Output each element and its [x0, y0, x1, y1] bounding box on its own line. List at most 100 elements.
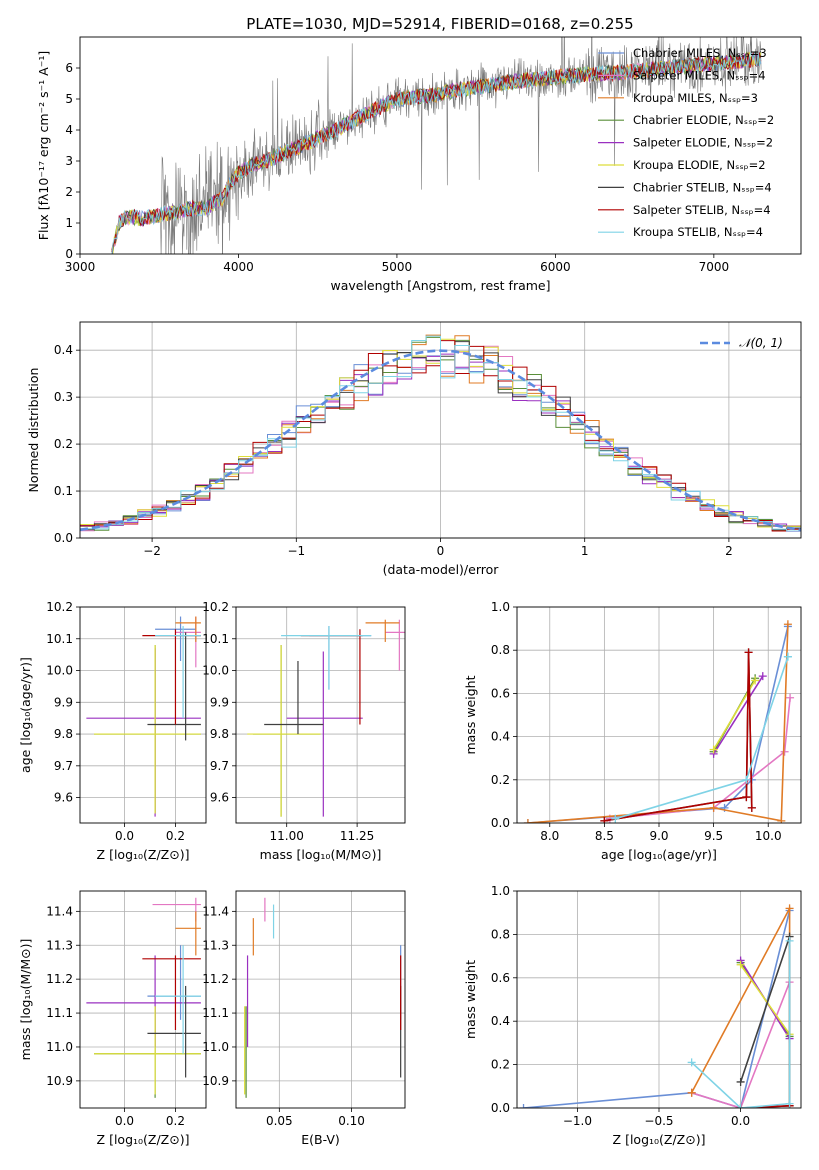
point-kroupa_miles [175, 911, 201, 956]
y-tick-label: 11.3 [46, 938, 73, 952]
weight-marker [736, 1104, 745, 1108]
point-salpeter_stelib [142, 629, 201, 725]
weight-marker [786, 693, 795, 702]
y-tick-label: 10.1 [46, 632, 73, 646]
x-tick-label: 0.05 [266, 1114, 293, 1128]
y-tick-label: 0.1 [54, 484, 73, 498]
x-axis-label: Z [log₁₀(Z/Z⊙)] [613, 1132, 706, 1147]
plot-area-mass_age [247, 619, 405, 817]
panels: 3000 4000 5000 6000 7000 0 1 2 3 4 5 6 wavelength [A… [18, 36, 802, 1147]
y-tick-label: 0 [65, 247, 73, 261]
x-tick-label: 3000 [65, 260, 96, 274]
weight-marker [687, 1088, 696, 1097]
y-tick-label: 9.6 [54, 791, 73, 805]
x-axis-label: (data-model)/error [383, 562, 500, 577]
y-tick-label: 0.2 [491, 1058, 510, 1072]
observed-spectrum-line [111, 37, 762, 254]
y-tick-label: 10.9 [202, 1074, 229, 1088]
y-tick-label: 11.0 [202, 1040, 229, 1054]
x-tick-label: 0.0 [115, 1114, 134, 1128]
weight-marker [744, 648, 753, 657]
y-tick-label: 0.8 [491, 927, 510, 941]
panel-age_weight: 8.0 8.5 9.0 9.5 10.0 0.0 0.2 0.4 0.6 0.8 1.0 age [l… [463, 600, 802, 862]
y-tick-label: 0.0 [491, 816, 510, 830]
x-tick-label: 6000 [540, 260, 571, 274]
weight-marker [600, 816, 609, 823]
y-tick-label: 0.4 [491, 730, 510, 744]
weight-marker [742, 775, 751, 784]
point-salpeter_stelib [142, 955, 201, 1031]
y-tick-label: 10.0 [202, 664, 229, 678]
y-tick-label: 5 [65, 92, 73, 106]
panel-mass_age: 11.00 11.25 9.6 9.7 9.8 9.9 10.0 10.1 10.2 mass [… [202, 600, 406, 862]
axes-frame [235, 890, 406, 1109]
y-tick-label: 11.4 [46, 904, 73, 918]
y-tick-label: 6 [65, 61, 73, 75]
weight-marker [777, 816, 786, 823]
weight-line-kroupa_stelib [691, 940, 791, 1108]
point-kroupa_stelib [155, 626, 201, 719]
spectrum-legend: Chabrier MILES, Nₛₛₚ=3 Salpeter MILES, Nₛ… [598, 46, 774, 239]
y-tick-label: 9.6 [210, 791, 229, 805]
figure-title: PLATE=1030, MJD=52914, FIBERID=0168, z=0… [246, 15, 633, 33]
weight-marker [780, 747, 789, 756]
x-tick-label: 1 [581, 544, 589, 558]
x-tick-label: 0.2 [166, 829, 185, 843]
weight-line-chabrier_stelib [739, 936, 791, 1108]
x-axis-label: age [log₁₀(age/yr)] [601, 847, 717, 862]
legend-entry: Salpeter STELIB, Nₛₛₚ=4 [633, 203, 771, 217]
point-salpeter_elodie [286, 651, 363, 817]
point-chabrier_stelib [264, 661, 324, 735]
plot-area-age_weight [523, 620, 795, 823]
x-tick-label: 0.2 [166, 1114, 185, 1128]
axes-frame [516, 890, 802, 1109]
y-tick-label: 0.8 [491, 643, 510, 657]
x-tick-label: −2 [143, 544, 161, 558]
x-tick-label: 8.0 [540, 829, 559, 843]
panel-spectrum: 3000 4000 5000 6000 7000 0 1 2 3 4 5 6 wavelength [A… [36, 36, 802, 293]
x-tick-label: 0.0 [731, 1114, 750, 1128]
weight-line-kroupa_miles [527, 624, 789, 823]
y-tick-label: 0.4 [491, 1014, 510, 1028]
legend-entry: Chabrier ELODIE, Nₛₛₚ=2 [633, 113, 774, 127]
weight-marker [751, 676, 760, 685]
panel-ebv_mass: 0.05 0.10 10.9 11.0 11.1 11.2 11.3 11.4 E(B-V) [202, 890, 406, 1147]
x-tick-label: −0.5 [644, 1114, 673, 1128]
weight-marker [709, 803, 718, 812]
x-tick-label: 5000 [382, 260, 413, 274]
x-tick-label: 0.10 [338, 1114, 365, 1128]
weight-marker [785, 904, 794, 913]
axes-frame [516, 606, 802, 824]
weight-marker [709, 745, 718, 754]
plot-area-z_age [86, 616, 201, 817]
x-tick-label: 8.5 [595, 829, 614, 843]
x-tick-label: 7000 [699, 260, 730, 274]
weight-marker [783, 652, 792, 661]
weight-line-salpeter_miles [609, 697, 791, 820]
weight-marker [758, 672, 767, 681]
point-kroupa_miles [365, 619, 400, 642]
y-tick-label: 9.7 [54, 759, 73, 773]
x-tick-label: 10.0 [755, 829, 782, 843]
weight-marker [687, 1058, 696, 1067]
y-tick-label: 9.9 [54, 695, 73, 709]
residual-histogram-kroupa_stelib [80, 335, 801, 532]
x-tick-label: −1.0 [563, 1114, 592, 1128]
y-tick-label: 0.3 [54, 390, 73, 404]
y-tick-label: 1 [65, 216, 73, 230]
y-tick-label: 0.6 [491, 971, 510, 985]
weight-marker [736, 960, 745, 969]
x-axis-label: E(B-V) [301, 1132, 340, 1147]
y-tick-label: 11.0 [46, 1040, 73, 1054]
y-tick-label: 0.2 [54, 437, 73, 451]
y-axis-label: mass weight [463, 675, 478, 754]
y-tick-label: 0.6 [491, 686, 510, 700]
point-salpeter_miles [385, 619, 405, 671]
y-tick-label: 11.4 [202, 904, 229, 918]
axes-frame [79, 36, 802, 255]
y-tick-label: 2 [65, 185, 73, 199]
legend-entry: Kroupa ELODIE, Nₛₛₚ=2 [633, 158, 766, 172]
axes-frame [79, 890, 207, 1109]
y-tick-label: 10.2 [46, 600, 73, 614]
y-tick-label: 11.2 [46, 972, 73, 986]
